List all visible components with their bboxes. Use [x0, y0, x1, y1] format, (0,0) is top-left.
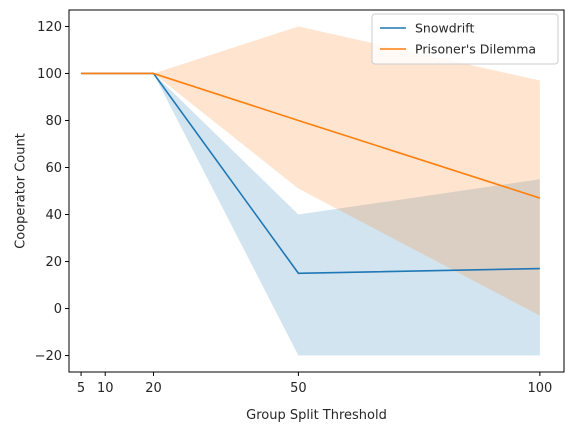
y-tick-label: 120 [37, 20, 62, 35]
y-tick-label: 20 [45, 255, 62, 270]
line-series-1 [81, 72, 541, 199]
y-tick-label: 0 [54, 302, 62, 317]
y-axis-label: Cooperator Count [14, 133, 29, 249]
plot-frame [68, 9, 565, 373]
legend: Snowdrift Prisoner's Dilemma [371, 13, 559, 65]
legend-box [371, 13, 559, 65]
legend-label: Prisoner's Dilemma [415, 42, 536, 57]
x-tick-label: 100 [527, 381, 552, 396]
x-tick-label: 20 [145, 381, 162, 396]
x-tick-label: 5 [77, 381, 85, 396]
series-lines [81, 72, 541, 275]
y-tick-label: 80 [45, 114, 62, 129]
x-tick-label: 10 [97, 381, 114, 396]
y-tick-label: 40 [45, 208, 62, 223]
x-axis-label: Group Split Threshold [246, 408, 387, 423]
y-tick-label: 60 [45, 161, 62, 176]
band-series-0 [81, 73, 540, 356]
legend-label: Snowdrift [415, 21, 474, 36]
confidence-bands [81, 26, 540, 356]
y-axis-ticks: −20 0 20 40 60 80 100 120 [35, 20, 69, 364]
band-series-1 [81, 26, 540, 316]
y-tick-label: −20 [35, 349, 62, 364]
x-axis-ticks: 5 10 20 50 100 [77, 372, 552, 396]
y-tick-label: 100 [37, 67, 62, 82]
x-tick-label: 50 [290, 381, 307, 396]
